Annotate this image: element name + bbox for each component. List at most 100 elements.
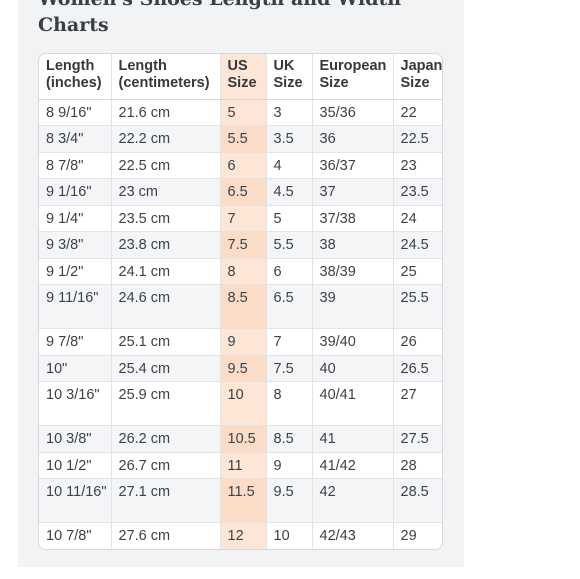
table-row: 8 3/4" 22.2 cm 5.5 3.5 36 22.5 — [39, 125, 442, 153]
cell-uk-size: 7 — [266, 328, 313, 356]
cell-length-inches: 9 3/8" — [39, 231, 112, 259]
cell-european-size: 42 — [312, 478, 394, 523]
table-row: 9 1/2" 24.1 cm 8 6 38/39 25 — [39, 258, 442, 285]
cell-european-size: 40/41 — [312, 381, 394, 426]
cell-length-inches: 9 7/8" — [39, 328, 112, 356]
cell-length-cm: 24.1 cm — [111, 258, 221, 285]
cell-us-size: 6 — [220, 152, 267, 179]
cell-european-size: 39/40 — [312, 328, 394, 356]
cell-uk-size: 9 — [266, 452, 313, 479]
table-row: 10" 25.4 cm 9.5 7.5 40 26.5 — [39, 355, 442, 382]
cell-us-size: 5.5 — [220, 125, 267, 153]
header-length-cm: Length (centimeters) — [111, 54, 221, 100]
cell-uk-size: 6 — [266, 258, 313, 285]
cell-japan-size: 27.5 — [393, 425, 442, 453]
cell-length-inches: 10 3/16" — [39, 381, 112, 426]
table-row: 10 1/2" 26.7 cm 11 9 41/42 28 — [39, 452, 442, 479]
cell-length-inches: 8 3/4" — [39, 125, 112, 153]
cell-european-size: 36/37 — [312, 152, 394, 179]
header-length-inches: Length (inches) — [39, 54, 112, 100]
cell-length-cm: 23 cm — [111, 178, 221, 206]
cell-uk-size: 4 — [266, 152, 313, 179]
cell-length-cm: 22.5 cm — [111, 152, 221, 179]
cell-length-inches: 10 3/8" — [39, 425, 112, 453]
table-header-row: Length (inches) Length (centimeters) US Siz… — [39, 54, 442, 100]
cell-japan-size: 28.5 — [393, 478, 442, 523]
cell-length-cm: 23.8 cm — [111, 231, 221, 259]
cell-uk-size: 4.5 — [266, 178, 313, 206]
cell-length-cm: 27.6 cm — [111, 522, 221, 549]
cell-length-cm: 24.6 cm — [111, 284, 221, 329]
cell-length-cm: 25.1 cm — [111, 328, 221, 356]
cell-uk-size: 5 — [266, 205, 313, 232]
cell-length-inches: 10 1/2" — [39, 452, 112, 479]
cell-european-size: 37 — [312, 178, 394, 206]
table-row: 10 11/16" 27.1 cm 11.5 9.5 42 28.5 — [39, 478, 442, 523]
table-row: 9 3/8" 23.8 cm 7.5 5.5 38 24.5 — [39, 231, 442, 259]
size-chart-table: Length (inches) Length (centimeters) US Siz… — [39, 54, 442, 549]
cell-uk-size: 10 — [266, 522, 313, 549]
cell-length-inches: 8 7/8" — [39, 152, 112, 179]
cell-european-size: 37/38 — [312, 205, 394, 232]
header-european-size: European Size — [312, 54, 394, 100]
cell-length-cm: 21.6 cm — [111, 99, 221, 126]
cell-us-size: 10.5 — [220, 425, 267, 453]
cell-japan-size: 24.5 — [393, 231, 442, 259]
cell-length-inches: 10 7/8" — [39, 522, 112, 549]
cell-length-inches: 9 1/2" — [39, 258, 112, 285]
cell-length-inches: 9 1/4" — [39, 205, 112, 232]
cell-european-size: 42/43 — [312, 522, 394, 549]
cell-european-size: 39 — [312, 284, 394, 329]
cell-european-size: 35/36 — [312, 99, 394, 126]
cell-length-cm: 25.9 cm — [111, 381, 221, 426]
cell-us-size: 8 — [220, 258, 267, 285]
cell-japan-size: 26 — [393, 328, 442, 356]
cell-length-inches: 9 11/16" — [39, 284, 112, 329]
cell-japan-size: 23 — [393, 152, 442, 179]
header-uk-size: UK Size — [266, 54, 313, 100]
cell-length-inches: 10" — [39, 355, 112, 382]
cell-length-cm: 25.4 cm — [111, 355, 221, 382]
cell-european-size: 41 — [312, 425, 394, 453]
cell-uk-size: 3.5 — [266, 125, 313, 153]
cell-uk-size: 8.5 — [266, 425, 313, 453]
cell-us-size: 9 — [220, 328, 267, 356]
cell-japan-size: 25.5 — [393, 284, 442, 329]
table-row: 10 3/8" 26.2 cm 10.5 8.5 41 27.5 — [39, 425, 442, 453]
cell-european-size: 41/42 — [312, 452, 394, 479]
header-japan-size: Japan Size — [393, 54, 442, 100]
cell-uk-size: 9.5 — [266, 478, 313, 523]
table-row: 9 11/16" 24.6 cm 8.5 6.5 39 25.5 — [39, 284, 442, 329]
table-row: 9 1/4" 23.5 cm 7 5 37/38 24 — [39, 205, 442, 232]
cell-us-size: 6.5 — [220, 178, 267, 206]
cell-us-size: 7.5 — [220, 231, 267, 259]
cell-length-cm: 26.2 cm — [111, 425, 221, 453]
cell-uk-size: 5.5 — [266, 231, 313, 259]
cell-length-inches: 9 1/16" — [39, 178, 112, 206]
cell-length-inches: 10 11/16" — [39, 478, 112, 523]
cell-us-size: 9.5 — [220, 355, 267, 382]
table-row: 10 7/8" 27.6 cm 12 10 42/43 29 — [39, 522, 442, 549]
cell-us-size: 10 — [220, 381, 267, 426]
cell-uk-size: 7.5 — [266, 355, 313, 382]
table-row: 9 1/16" 23 cm 6.5 4.5 37 23.5 — [39, 178, 442, 206]
cell-european-size: 36 — [312, 125, 394, 153]
cell-us-size: 11.5 — [220, 478, 267, 523]
cell-length-cm: 22.2 cm — [111, 125, 221, 153]
cell-japan-size: 25 — [393, 258, 442, 285]
cell-uk-size: 8 — [266, 381, 313, 426]
table-row: 10 3/16" 25.9 cm 10 8 40/41 27 — [39, 381, 442, 426]
table-row: 9 7/8" 25.1 cm 9 7 39/40 26 — [39, 328, 442, 356]
size-chart-table-container: Length (inches) Length (centimeters) US Siz… — [38, 53, 443, 550]
cell-european-size: 38 — [312, 231, 394, 259]
cell-length-inches: 8 9/16" — [39, 99, 112, 126]
cell-japan-size: 26.5 — [393, 355, 442, 382]
cell-uk-size: 6.5 — [266, 284, 313, 329]
cell-japan-size: 22.5 — [393, 125, 442, 153]
cell-european-size: 40 — [312, 355, 394, 382]
page-title: Women's Shoes Length and Width Charts — [38, 0, 401, 36]
cell-length-cm: 26.7 cm — [111, 452, 221, 479]
cell-uk-size: 3 — [266, 99, 313, 126]
cell-japan-size: 23.5 — [393, 178, 442, 206]
cell-us-size: 7 — [220, 205, 267, 232]
